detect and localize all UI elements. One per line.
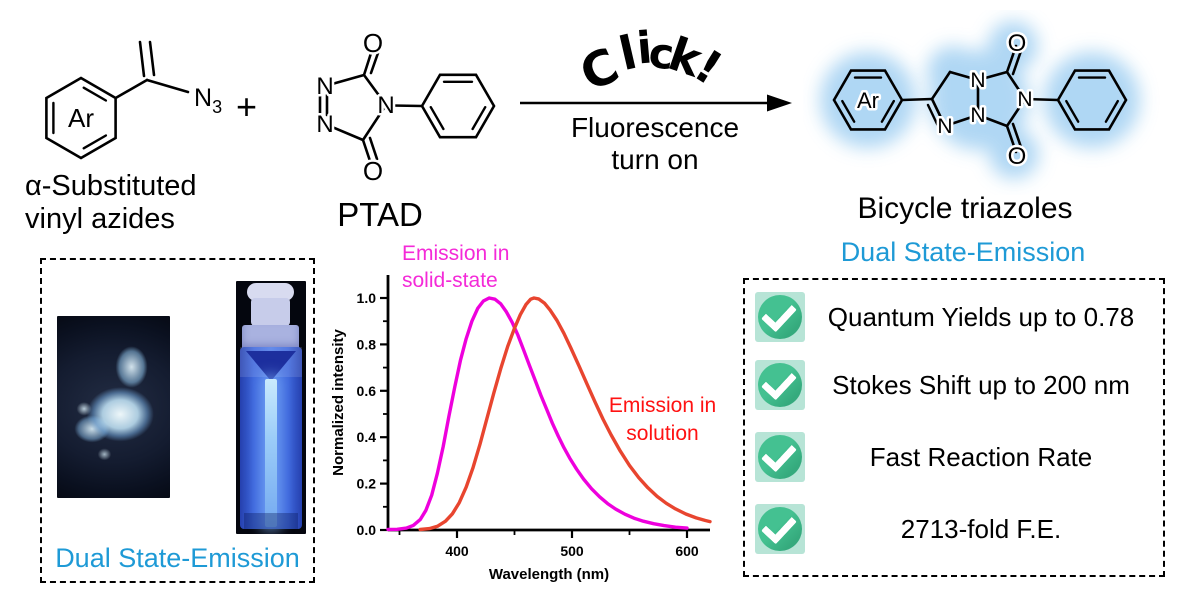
ptad-o-top-label: O: [363, 28, 383, 58]
svg-text:0.2: 0.2: [357, 476, 377, 492]
product-n-bottom-label: N: [970, 104, 985, 127]
cuvette-stopper-base: [242, 325, 299, 351]
solid-state-curve-label: Emission in solid-state: [402, 240, 509, 294]
svg-text:400: 400: [445, 543, 469, 559]
cuvette-stopper-top: [247, 283, 294, 301]
product-ar-ring: [832, 69, 904, 131]
svg-text:Wavelength (nm): Wavelength (nm): [489, 566, 609, 583]
arrowhead: [767, 94, 792, 112]
svg-text:1.0: 1.0: [357, 290, 377, 306]
cuvette-base-shadow: [244, 513, 298, 529]
checkmark-icon: [755, 360, 805, 410]
arrow-caption-line2: turn on: [611, 144, 699, 175]
product-n-right-label: N: [1017, 88, 1032, 111]
left-panel-caption: Dual State-Emission: [55, 543, 300, 573]
product-phenyl-ring: [1056, 69, 1128, 131]
solution-curve-label: Emission in solution: [595, 392, 730, 448]
ar-label: Ar: [68, 103, 94, 133]
svg-text:Normalized intensity: Normalized intensity: [330, 328, 347, 475]
azide-label: N3: [194, 84, 222, 117]
reaction-arrow: [520, 94, 792, 112]
ptad-n4-label: N: [377, 92, 394, 119]
product-o-top-label: O: [1008, 30, 1027, 57]
ptad-structure: N N N O O: [314, 26, 496, 188]
cuvette-photo: [236, 281, 306, 534]
checklist-row: Quantum Yields up to 0.78: [745, 289, 1163, 345]
right-panel-title: Dual State-Emission: [840, 237, 1086, 267]
checkmark-icon: [755, 504, 805, 554]
svg-text:0.0: 0.0: [357, 522, 377, 538]
reactant1-caption-line2: vinyl azides: [25, 203, 175, 235]
svg-text:0.8: 0.8: [357, 336, 377, 352]
fluorescence-beam: [265, 379, 277, 527]
arrow-caption-line1: Fluorescence: [570, 112, 740, 143]
ptad-name: PTAD: [337, 196, 423, 233]
plus-sign: +: [236, 86, 258, 127]
product-o-bottom-label: O: [1008, 143, 1027, 170]
svg-text:0.4: 0.4: [357, 429, 377, 445]
arrow-caption: Fluorescence turn on: [535, 112, 775, 176]
product-n-left-label: N: [937, 115, 952, 138]
product-name: Bicycle triazoles: [857, 192, 1073, 225]
ptad-o-bottom-label: O: [363, 156, 383, 186]
product-structure: Ar N N N N O O: [820, 21, 1140, 179]
solid-label-line1: Emission in: [402, 242, 510, 265]
checkmark-icon: [755, 432, 805, 482]
checklist-item-label: 2713-fold F.E.: [900, 513, 1062, 544]
svg-text:600: 600: [675, 543, 699, 559]
reactant1-caption-line1: α-Substituted: [25, 170, 197, 202]
checkmark-icon: [755, 292, 805, 342]
product-n-top-label: N: [970, 69, 985, 92]
checklist-item-label: Fast Reaction Rate: [869, 441, 1093, 472]
feature-checklist-box: Quantum Yields up to 0.78 Stokes Shift u…: [743, 278, 1165, 577]
vinyl-azide-structure: Ar N3: [45, 40, 225, 160]
svg-text:0.6: 0.6: [357, 383, 377, 399]
emission-spectra-chart: 400 500 600 0.0 0.2 0.4 0.6 0.8 1.0 Wavelength (n…: [330, 275, 712, 583]
solid-powder-photo: [57, 316, 170, 498]
checklist-row: 2713-fold F.E.: [745, 501, 1163, 557]
left-photo-box: Dual State-Emission: [40, 258, 315, 583]
solution-label-line2: solution: [626, 422, 699, 445]
checklist-row: Fast Reaction Rate: [745, 429, 1163, 485]
checklist-item-label: Quantum Yields up to 0.78: [827, 301, 1135, 332]
checklist-item-label: Stokes Shift up to 200 nm: [832, 369, 1130, 400]
cuvette-funnel: [246, 351, 296, 381]
ptad-n2-label: N: [316, 111, 333, 138]
svg-text:500: 500: [560, 543, 584, 559]
cuvette-stopper-mid: [251, 298, 290, 326]
reactant1-caption: α-Substituted vinyl azides: [25, 170, 197, 236]
product-ar-label: Ar: [857, 88, 879, 113]
ptad-phenyl-ring: [420, 73, 496, 139]
solution-label-line1: Emission in: [608, 394, 717, 417]
solid-label-line2: solid-state: [402, 269, 498, 292]
checklist-row: Stokes Shift up to 200 nm: [745, 357, 1163, 413]
ptad-n1-label: N: [316, 73, 333, 100]
